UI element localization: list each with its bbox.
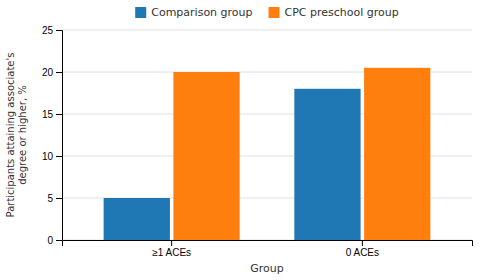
bars (104, 68, 431, 240)
x-tick-mark (171, 240, 172, 246)
y-axis-title: Participants attaining associate'sdegree… (5, 53, 28, 218)
legend: Comparison group CPC preschool group (135, 6, 399, 19)
legend-label: Comparison group (151, 6, 252, 19)
y-tick-label: 15 (42, 109, 54, 120)
legend-item: Comparison group (135, 6, 252, 19)
y-tick-mark (56, 72, 62, 73)
y-axis-title-line: Participants attaining associate's (5, 53, 16, 218)
y-tick: 15 (42, 109, 62, 120)
x-tick-mark (362, 240, 363, 246)
y-tick-mark (56, 240, 62, 241)
chart-container: 0 5 10 15 20 25 ≥1 ACEs 0 ACEs Group Participants… (0, 0, 484, 280)
grid-line (62, 30, 472, 31)
plot: 0 5 10 15 20 25 ≥1 ACEs 0 ACEs (42, 25, 473, 258)
x-axis: ≥1 ACEs 0 ACEs (63, 240, 473, 258)
y-tick: 5 (47, 193, 62, 204)
x-tick: 0 ACEs (346, 240, 379, 258)
y-tick-label: 0 (47, 235, 53, 246)
x-tick-label: ≥1 ACEs (152, 247, 191, 258)
grid (62, 30, 472, 240)
y-tick-mark (56, 114, 62, 115)
y-tick-mark (56, 156, 62, 157)
y-tick-mark (56, 198, 62, 199)
legend-swatch (135, 7, 146, 18)
chart-svg: 0 5 10 15 20 25 ≥1 ACEs 0 ACEs Group Participants… (0, 0, 484, 280)
y-tick-label: 10 (42, 151, 54, 162)
y-axis-title-line: degree or higher, % (17, 85, 28, 185)
legend-label: CPC preschool group (285, 6, 399, 19)
y-tick-label: 25 (42, 25, 54, 36)
y-tick: 25 (42, 25, 62, 36)
bar (173, 72, 239, 240)
y-tick-mark (56, 30, 62, 31)
x-axis-title: Group (250, 262, 284, 275)
y-tick-label: 20 (42, 67, 54, 78)
x-tick: ≥1 ACEs (152, 240, 191, 258)
legend-swatch (269, 7, 280, 18)
bar (294, 89, 360, 240)
y-tick-label: 5 (47, 193, 53, 204)
x-tick-label: 0 ACEs (346, 247, 379, 258)
y-axis: 0 5 10 15 20 25 (42, 25, 63, 246)
bar (364, 68, 430, 240)
y-tick: 10 (42, 151, 62, 162)
bar (104, 198, 170, 240)
y-tick: 0 (47, 235, 62, 246)
y-axis-line (56, 31, 63, 241)
x-axis-line (63, 241, 473, 247)
legend-item: CPC preschool group (269, 6, 399, 19)
y-tick: 20 (42, 67, 62, 78)
